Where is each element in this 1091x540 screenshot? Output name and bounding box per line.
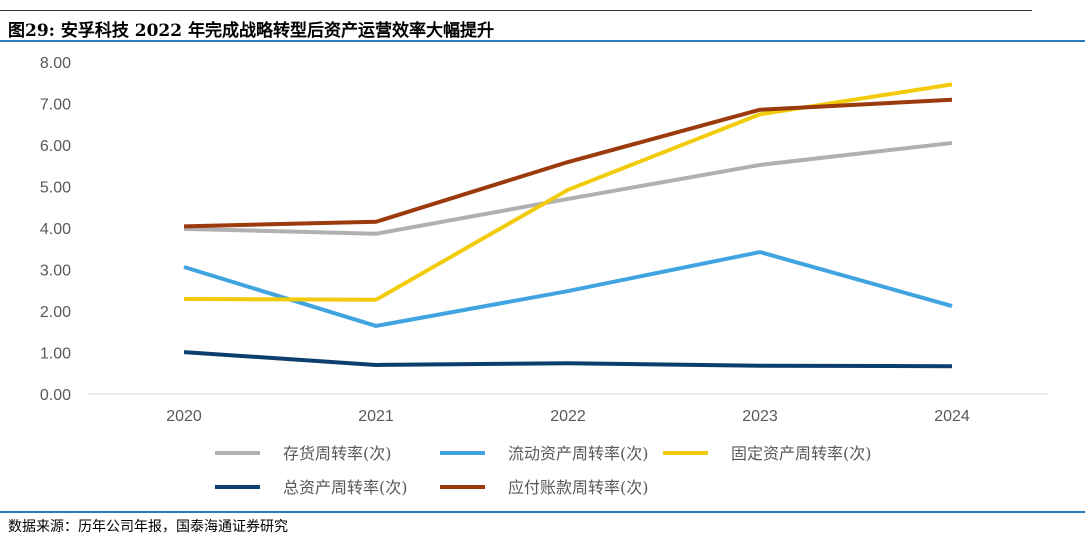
x-tick-label: 2021 (358, 408, 394, 425)
x-tick-label: 2020 (166, 408, 202, 425)
y-tick-label: 2.00 (40, 304, 71, 321)
legend-label: 总资产周转率(次) (283, 478, 408, 497)
figure-title: 图29: 安孚科技 2022 年完成战略转型后资产运营效率大幅提升 (8, 21, 495, 41)
y-tick-label: 5.00 (40, 180, 71, 197)
y-tick-label: 4.00 (40, 221, 71, 238)
y-tick-label: 8.00 (40, 55, 71, 72)
y-tick-label: 1.00 (40, 346, 71, 363)
series-line-4 (183, 97, 953, 229)
y-tick-label: 3.00 (40, 263, 71, 280)
title-rule (0, 40, 1085, 42)
series-line-0 (183, 140, 953, 236)
x-tick-label: 2022 (550, 408, 586, 425)
series-line-3 (183, 350, 953, 369)
y-tick-label: 6.00 (40, 138, 71, 155)
y-tick-label: 0.00 (40, 387, 71, 404)
top-rule (0, 10, 1032, 11)
legend-label: 应付账款周转率(次) (508, 478, 649, 497)
y-tick-label: 7.00 (40, 97, 71, 114)
series-line-2 (183, 82, 953, 302)
x-tick-label: 2024 (934, 408, 970, 425)
source-note: 数据来源：历年公司年报，国泰海通证券研究 (8, 519, 288, 535)
source-rule (0, 511, 1085, 513)
x-tick-label: 2023 (742, 408, 778, 425)
legend-label: 存货周转率(次) (283, 444, 392, 463)
legend-label: 流动资产周转率(次) (508, 444, 649, 463)
legend-label: 固定资产周转率(次) (731, 444, 872, 463)
series-line-1 (183, 250, 953, 328)
